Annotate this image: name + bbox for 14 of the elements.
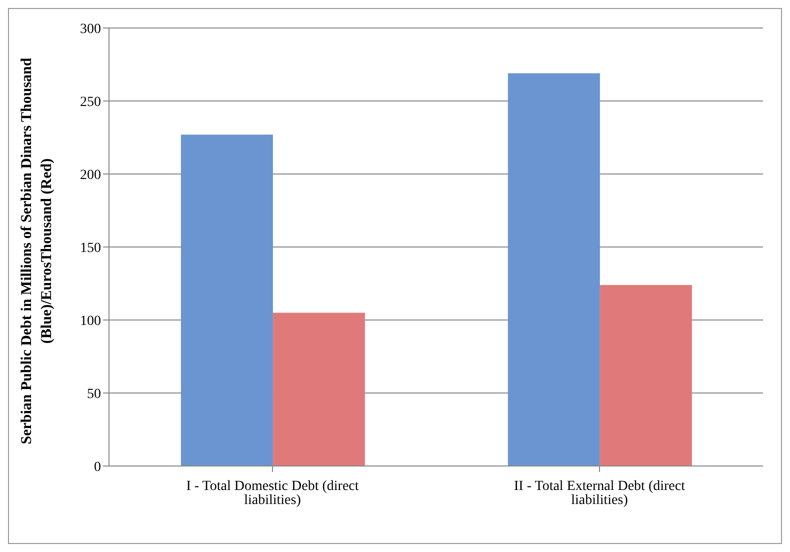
- y-tick-label: 300: [80, 22, 101, 37]
- bar: [600, 284, 692, 466]
- x-tick-label: II - Total External Debt (direct liabilities): [514, 478, 686, 508]
- y-tick-label: 250: [80, 94, 101, 110]
- bar: [272, 312, 365, 466]
- y-tick-label: 200: [80, 168, 101, 183]
- y-tick-label: 100: [80, 314, 101, 329]
- y-axis-title: Serbian Public Debt in Millions of Serbian Dinars Thousand (Blue)/EurosThousand (Red): [19, 58, 55, 444]
- y-tick-label: 50: [87, 386, 101, 402]
- y-tick-label: 150: [80, 240, 101, 256]
- y-tick-label: 0: [94, 460, 101, 475]
- x-tick-label: I - Total Domestic Debt (direct liabilities): [186, 478, 359, 508]
- bar: [508, 73, 600, 466]
- bar: [180, 134, 273, 466]
